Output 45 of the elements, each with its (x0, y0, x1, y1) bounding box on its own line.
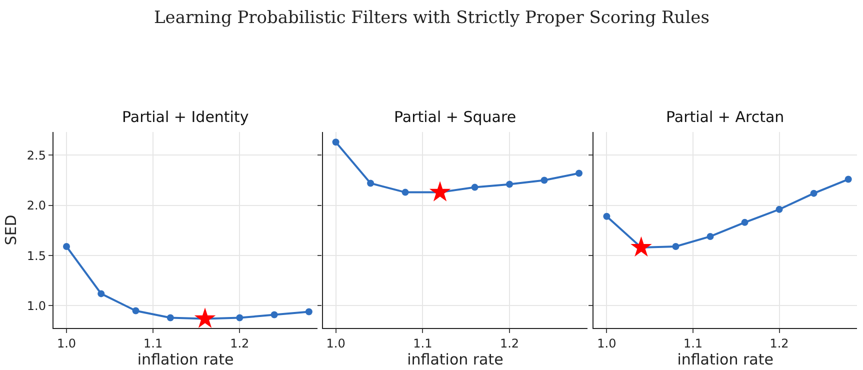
point (194, 308, 216, 328)
y-tick-label: 1.0 (26, 298, 46, 313)
point (236, 314, 244, 322)
point (630, 236, 652, 257)
point (270, 311, 278, 318)
point (706, 232, 714, 240)
x-axis-title: inflation rate (407, 350, 504, 368)
x-axis-title: inflation rate (137, 350, 234, 368)
y-axis-title: SED (2, 214, 20, 246)
x-tick-label: 1.1 (683, 336, 703, 350)
x-tick-label: 1.2 (230, 336, 250, 350)
y-tick-label: 1.5 (26, 248, 46, 263)
x-tick-label: 1.1 (413, 336, 432, 350)
point (63, 243, 70, 250)
point (367, 180, 374, 187)
point (741, 218, 748, 226)
point (132, 307, 140, 314)
point (471, 184, 478, 191)
chart-title: Partial + Square (394, 108, 516, 126)
point (429, 181, 451, 202)
point (776, 206, 783, 213)
x-tick-label: 1.1 (144, 336, 163, 350)
point (332, 138, 340, 146)
x-tick-label: 1.2 (500, 336, 520, 350)
y-tick-label: 2.0 (26, 198, 46, 213)
point (98, 290, 105, 298)
y-tick-label: 2.5 (26, 148, 46, 162)
chart-title: Partial + Arctan (666, 108, 784, 126)
point (402, 188, 409, 196)
x-axis-title: inflation rate (677, 350, 774, 368)
point (844, 176, 852, 183)
point (672, 243, 680, 250)
point (540, 176, 548, 184)
x-tick-label: 1.0 (326, 336, 346, 350)
point (576, 170, 583, 177)
point (166, 314, 174, 322)
x-tick-label: 1.0 (597, 336, 616, 350)
point (305, 308, 312, 316)
point (603, 212, 610, 220)
point (810, 190, 818, 197)
point (506, 180, 514, 188)
chart-title: Partial + Identity (122, 108, 249, 126)
x-tick-label: 1.0 (56, 336, 76, 350)
x-tick-label: 1.2 (770, 336, 789, 350)
text: Learning Probabilistic Filters with Strictly Proper Scoring Rules (154, 8, 710, 28)
